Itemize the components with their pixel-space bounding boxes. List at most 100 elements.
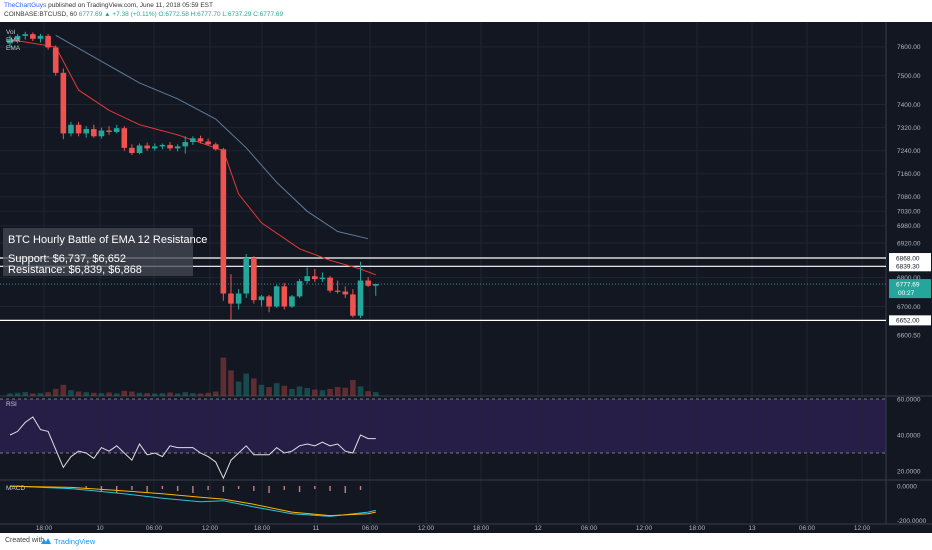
volume-bar [319,390,326,396]
candle-body [129,147,135,154]
price-tick-6: 7080.00 [897,194,921,201]
volume-bar [151,393,158,396]
time-tick-12: 18:00 [689,525,706,532]
time-axis[interactable]: 18:00 10 06:00 12:00 18:00 11 06:00 12:00 18:00 1… [36,525,871,532]
candle-body [60,72,67,134]
time-tick-5: 11 [313,525,320,532]
time-tick-8: 18:00 [473,525,490,532]
price-tick-2: 7400.00 [897,102,921,109]
volume-bar [266,387,272,396]
volume-bar [190,393,196,396]
price-tick-4: 7240.00 [897,148,921,155]
candle-body [228,293,234,304]
candle-body [235,293,242,304]
candle-body [212,144,219,150]
volume-bar [174,393,181,396]
volume-bar [273,383,280,396]
volume-bar [37,393,44,396]
candle-body [136,145,143,154]
rsi-band [0,399,886,453]
time-tick-7: 12:00 [418,525,435,532]
price-tick-10: 6800.00 [897,275,921,282]
level-label-box-1 [889,261,931,272]
chart-area[interactable]: 7600.00 7500.00 7400.00 7320.00 7240.00 7160.… [0,22,932,533]
time-tick-11: 12:00 [636,525,653,532]
candle-body [342,291,349,295]
legend-ema-2[interactable]: EMA [6,45,21,52]
volume-bar [197,393,204,396]
candle-body [372,283,379,286]
level-label-0: 6868.00 [896,255,920,262]
current-price-marker: 6777.69 00:27 [0,279,931,299]
legend-macd[interactable]: MACD [6,485,25,492]
candle-body [334,290,341,292]
volume-bar [167,392,173,396]
volume-bar [22,392,29,396]
candle-body [151,146,158,149]
volume-bar [205,392,211,396]
candle-body [296,281,303,297]
candle-body [312,276,318,280]
candle-body [365,280,371,286]
volume-bar [296,386,303,396]
legend-ema-1[interactable]: EMA [6,37,21,44]
candle-body [91,129,97,137]
price-tick-7: 7030.00 [897,209,921,216]
volume-bar [45,392,51,396]
candle-body [7,39,13,44]
time-tick-2: 06:00 [146,525,163,532]
volume-bar [129,391,135,396]
candle-body [144,145,150,149]
level-labels: 6868.00 6839.30 6652.00 [889,253,931,326]
price-tick-1: 7500.00 [897,73,921,80]
volume-bar [258,384,265,396]
price-tick-8: 6980.00 [897,223,921,230]
volume-bar [350,380,356,396]
candle-body [281,286,288,307]
candle-body [205,141,211,145]
volume-bar [304,388,310,396]
candle-body [319,277,326,280]
time-tick-15: 12:00 [854,525,871,532]
volume-bar [113,393,120,396]
price-axis[interactable]: 7600.00 7500.00 7400.00 7320.00 7240.00 7160.… [897,44,921,339]
volume-bar [83,392,89,396]
legend-rsi[interactable]: RSI [6,401,17,408]
volume-bar [357,386,364,396]
candle-body [258,296,265,301]
rsi-tick-1: 40.0000 [897,432,921,439]
price-tick-12: 6600.50 [897,333,921,340]
annotation-resistance: Resistance: $6,839, $6,868 [8,264,142,276]
volume-bar [327,388,333,396]
candle-body [273,286,280,307]
legend-vol[interactable]: Vol [6,29,16,36]
rsi-line [9,416,376,480]
rsi-tick-2: 20.0000 [897,468,921,475]
volume-bar [372,392,379,396]
time-tick-3: 12:00 [202,525,219,532]
volume-bar [220,357,227,396]
candle-body [220,149,227,294]
publish-line: TheChartGuys published on TradingView.co… [4,2,213,9]
volume-bar [182,392,189,396]
tradingview-logo-icon [41,538,51,544]
time-tick-6: 06:00 [362,525,379,532]
candle-body [121,128,128,148]
volume-bar [212,391,219,396]
candle-body [190,138,196,143]
macd-tick-1: -200.0000 [897,518,927,525]
created-with-label: Created with [5,537,45,544]
tradingview-link[interactable]: TradingView [41,536,111,548]
current-price-box [889,279,931,299]
candle-body [251,258,257,301]
rsi-tick-0: 60.0000 [897,396,921,403]
volume-bar [342,387,349,396]
volume-bar [228,370,234,396]
volume-bar [30,393,36,396]
volume-bar [60,384,67,396]
author-link[interactable]: TheChartGuys [4,2,47,9]
level-label-box-2 [889,315,931,326]
candle-body [289,296,295,307]
price-tick-5: 7160.00 [897,171,921,178]
candles [7,31,379,320]
